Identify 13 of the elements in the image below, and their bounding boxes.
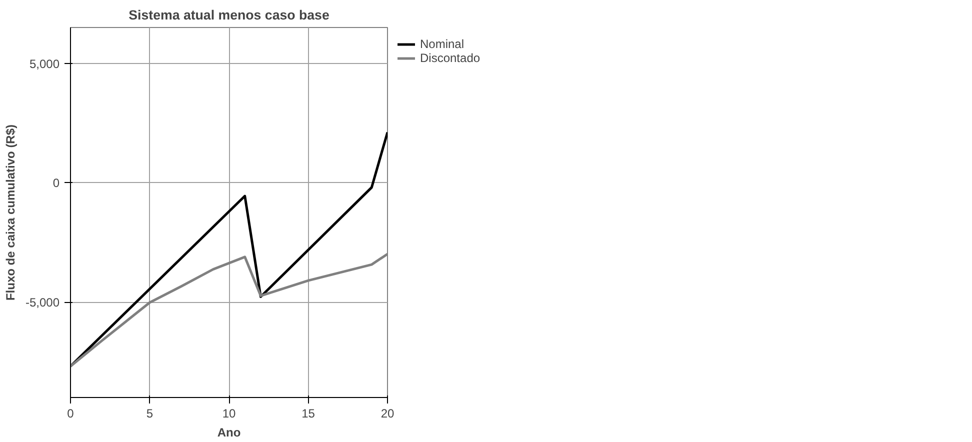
x-tick-label: 20 <box>380 406 394 420</box>
y-axis-title: Fluxo de caixa cumulativo (R$) <box>3 124 18 301</box>
chart-title: Sistema atual menos caso base <box>128 8 330 22</box>
y-tick-label: -5,000 <box>25 296 60 310</box>
y-tick-label: 5,000 <box>29 56 60 71</box>
x-tick-label: 0 <box>67 406 74 420</box>
legend-label: Discontado <box>420 51 480 65</box>
y-tick-label: 0 <box>52 176 60 190</box>
legend-label: Nominal <box>420 37 464 51</box>
x-tick-label: 5 <box>146 406 154 420</box>
x-tick-label: 10 <box>222 406 236 420</box>
x-tick-label: 15 <box>302 406 316 420</box>
x-axis-title: Ano <box>217 426 241 440</box>
